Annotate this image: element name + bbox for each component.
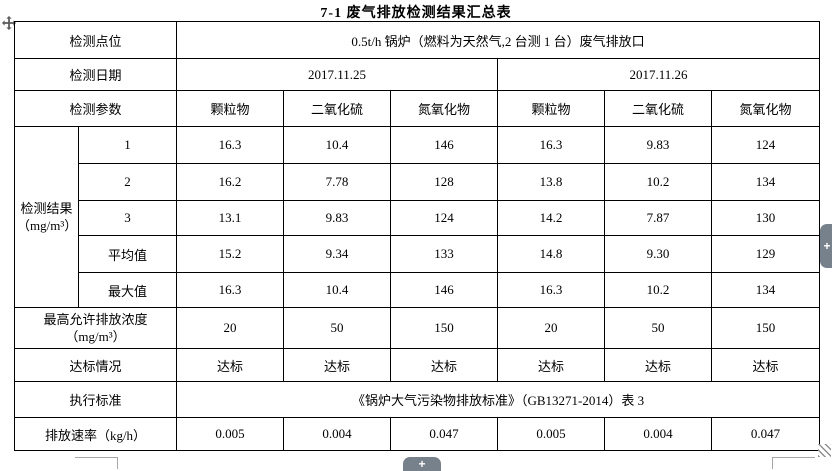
result-value-cell[interactable]: 13.1 <box>176 200 285 236</box>
table-row: 最大值 16.3 10.4 146 16.3 10.2 134 <box>15 272 821 308</box>
param-cell[interactable]: 二氧化硫 <box>283 90 392 127</box>
rate-value-cell[interactable]: 0.047 <box>390 417 499 451</box>
table-row: 达标情况 达标 达标 达标 达标 达标 达标 <box>13 348 821 382</box>
limit-value-cell[interactable]: 50 <box>283 307 392 349</box>
result-value-cell[interactable]: 14.8 <box>497 235 606 273</box>
result-value-cell[interactable]: 124 <box>390 200 499 236</box>
point-label-cell[interactable]: 检测点位 <box>13 21 178 59</box>
result-value-cell[interactable]: 133 <box>390 235 499 273</box>
compliance-value-cell[interactable]: 达标 <box>283 348 392 382</box>
result-value-cell[interactable]: 7.78 <box>283 163 392 201</box>
compliance-value-cell[interactable]: 达标 <box>497 348 606 382</box>
standard-label-cell[interactable]: 执行标准 <box>13 381 178 418</box>
date-value-cell[interactable]: 2017.11.25 <box>176 58 499 91</box>
result-unit: （mg/m³） <box>17 218 78 233</box>
result-value-cell[interactable]: 10.4 <box>283 272 392 308</box>
insert-row-button[interactable]: + <box>403 457 441 471</box>
date-label-cell[interactable]: 检测日期 <box>13 58 178 91</box>
rate-value-cell[interactable]: 0.005 <box>176 417 285 451</box>
page-margin-mark-left <box>75 457 118 469</box>
result-value-cell[interactable]: 16.3 <box>176 126 285 164</box>
point-value-cell[interactable]: 0.5t/h 锅炉（燃料为天然气,2 台测 1 台）废气排放口 <box>176 21 821 59</box>
table-resize-handle[interactable] <box>818 444 831 457</box>
limit-value-cell[interactable]: 150 <box>711 307 821 349</box>
result-value-cell[interactable]: 13.8 <box>497 163 606 201</box>
param-cell[interactable]: 颗粒物 <box>176 90 285 127</box>
result-row-label-cell[interactable]: 1 <box>77 126 178 164</box>
rate-value-cell[interactable]: 0.047 <box>711 417 821 451</box>
result-label: 检测结果 <box>20 201 73 216</box>
result-value-cell[interactable]: 16.3 <box>497 126 606 164</box>
result-value-cell[interactable]: 146 <box>390 126 499 164</box>
compliance-value-cell[interactable]: 达标 <box>711 348 821 382</box>
result-value-cell[interactable]: 16.3 <box>497 272 606 308</box>
result-value-cell[interactable]: 129 <box>711 235 821 273</box>
limit-value-cell[interactable]: 50 <box>604 307 713 349</box>
plus-icon: + <box>823 239 831 253</box>
table-row: 最高允许排放浓度 （mg/m³） 20 50 150 20 50 150 <box>13 307 821 349</box>
result-group-label-cell[interactable]: 检测结果 （mg/m³） <box>14 126 79 308</box>
result-value-cell[interactable]: 130 <box>711 200 821 236</box>
limit-label: 最高允许排放浓度 <box>43 312 148 327</box>
table-row: 检测日期 2017.11.25 2017.11.26 <box>13 58 821 91</box>
param-cell[interactable]: 颗粒物 <box>497 90 606 127</box>
result-row-label-cell[interactable]: 平均值 <box>77 235 178 273</box>
compliance-value-cell[interactable]: 达标 <box>604 348 713 382</box>
param-cell[interactable]: 氮氧化物 <box>390 90 499 127</box>
table-row: 排放速率（kg/h） 0.005 0.004 0.047 0.005 0.004… <box>13 417 821 451</box>
table-row: 检测点位 0.5t/h 锅炉（燃料为天然气,2 台测 1 台）废气排放口 <box>13 21 821 59</box>
result-value-cell[interactable]: 10.2 <box>604 163 713 201</box>
param-cell[interactable]: 二氧化硫 <box>604 90 713 127</box>
result-value-cell[interactable]: 10.4 <box>283 126 392 164</box>
result-value-cell[interactable]: 9.34 <box>283 235 392 273</box>
table-row: 平均值 15.2 9.34 133 14.8 9.30 129 <box>15 235 821 273</box>
limit-value-cell[interactable]: 20 <box>497 307 606 349</box>
date-value-cell[interactable]: 2017.11.26 <box>497 58 821 91</box>
rate-value-cell[interactable]: 0.004 <box>604 417 713 451</box>
result-value-cell[interactable]: 16.2 <box>176 163 285 201</box>
table-row: 检测结果 （mg/m³） 1 16.3 10.4 146 16.3 9.83 1… <box>14 126 821 308</box>
result-value-cell[interactable]: 16.3 <box>176 272 285 308</box>
compliance-value-cell[interactable]: 达标 <box>390 348 499 382</box>
rate-label-cell[interactable]: 排放速率（kg/h） <box>13 417 178 451</box>
result-value-cell[interactable]: 124 <box>711 126 821 164</box>
limit-value-cell[interactable]: 20 <box>176 307 285 349</box>
rate-value-cell[interactable]: 0.004 <box>283 417 392 451</box>
table-row: 执行标准 《锅炉大气污染物排放标准》（GB13271-2014）表 3 <box>13 381 821 418</box>
page-margin-mark-right <box>772 457 815 469</box>
result-value-cell[interactable]: 10.2 <box>604 272 713 308</box>
param-cell[interactable]: 氮氧化物 <box>711 90 821 127</box>
emission-results-table: 检测点位 0.5t/h 锅炉（燃料为天然气,2 台测 1 台）废气排放口 检测日… <box>13 21 821 451</box>
result-value-cell[interactable]: 146 <box>390 272 499 308</box>
result-value-cell[interactable]: 9.30 <box>604 235 713 273</box>
result-value-cell[interactable]: 134 <box>711 272 821 308</box>
standard-value-cell[interactable]: 《锅炉大气污染物排放标准》（GB13271-2014）表 3 <box>176 381 821 418</box>
result-row-label-cell[interactable]: 2 <box>77 163 178 201</box>
insert-column-button[interactable]: + <box>820 224 832 268</box>
limit-unit: （mg/m³） <box>65 329 126 344</box>
result-row-label-cell[interactable]: 最大值 <box>77 272 178 308</box>
table-row: 3 13.1 9.83 124 14.2 7.87 130 <box>15 200 821 236</box>
table-row: 检测参数 颗粒物 二氧化硫 氮氧化物 颗粒物 二氧化硫 氮氧化物 <box>13 90 821 127</box>
move-icon <box>2 16 16 30</box>
table-row: 2 16.2 7.78 128 13.8 10.2 134 <box>15 163 821 201</box>
result-value-cell[interactable]: 128 <box>390 163 499 201</box>
result-value-cell[interactable]: 14.2 <box>497 200 606 236</box>
result-value-cell[interactable]: 9.83 <box>283 200 392 236</box>
result-value-cell[interactable]: 7.87 <box>604 200 713 236</box>
compliance-label-cell[interactable]: 达标情况 <box>13 348 178 382</box>
result-value-cell[interactable]: 134 <box>711 163 821 201</box>
page-title[interactable]: 7-1 废气排放检测结果汇总表 <box>320 6 512 21</box>
result-row-label-cell[interactable]: 3 <box>77 200 178 236</box>
table-move-handle[interactable] <box>2 16 16 30</box>
compliance-value-cell[interactable]: 达标 <box>176 348 285 382</box>
rate-value-cell[interactable]: 0.005 <box>497 417 606 451</box>
limit-label-cell[interactable]: 最高允许排放浓度 （mg/m³） <box>13 307 178 349</box>
plus-icon: + <box>418 457 426 471</box>
result-value-cell[interactable]: 15.2 <box>176 235 285 273</box>
limit-value-cell[interactable]: 150 <box>390 307 499 349</box>
param-label-cell[interactable]: 检测参数 <box>13 90 178 127</box>
result-value-cell[interactable]: 9.83 <box>604 126 713 164</box>
